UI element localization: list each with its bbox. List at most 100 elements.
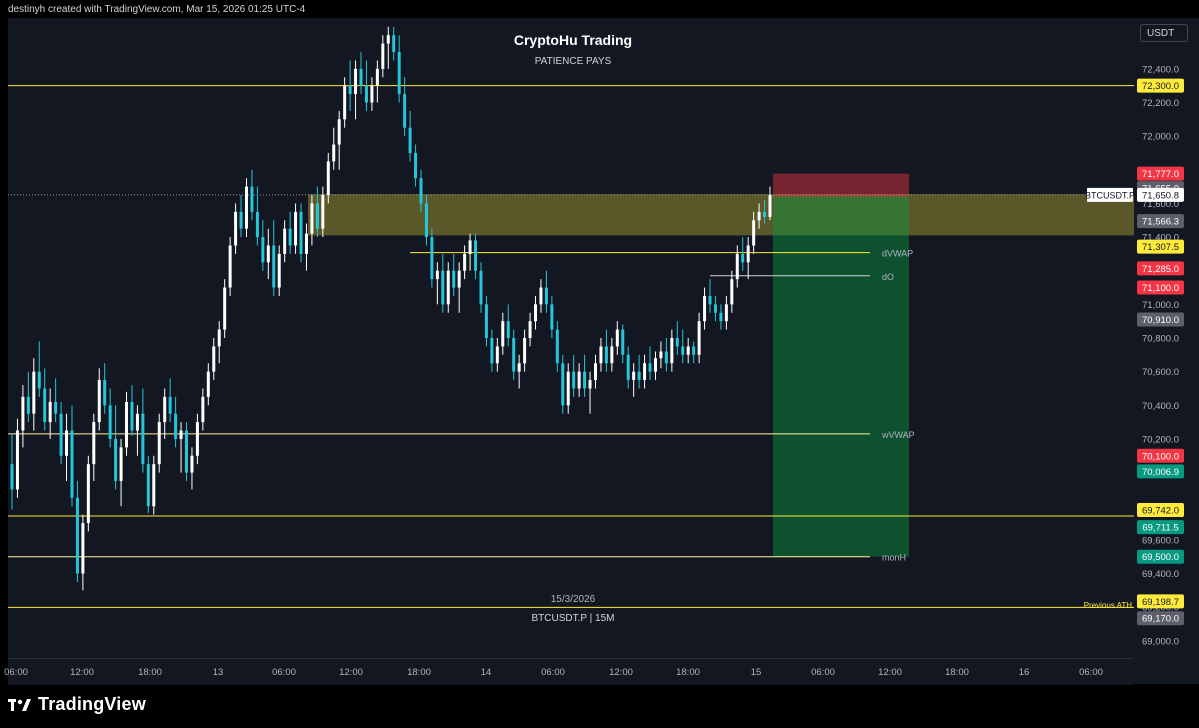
- candle: [397, 35, 401, 103]
- candle: [381, 35, 385, 78]
- candle: [21, 385, 25, 448]
- candle: [664, 338, 668, 372]
- candle: [577, 363, 581, 397]
- candle: [593, 354, 597, 389]
- price-label: 72,300.0: [1142, 81, 1179, 92]
- candle: [572, 354, 576, 397]
- candle: [675, 321, 679, 355]
- y-tick-label: 71,000.0: [1142, 300, 1179, 311]
- price-label: 69,742.0: [1142, 505, 1179, 516]
- candle: [501, 312, 505, 355]
- candle: [566, 363, 570, 414]
- watermark-symbol: BTCUSDT.P | 15M: [531, 613, 615, 624]
- candle: [130, 385, 134, 436]
- candle: [626, 346, 630, 389]
- candle: [648, 346, 652, 381]
- candle: [757, 203, 761, 229]
- price-label-box: [1137, 78, 1184, 93]
- candle: [168, 378, 172, 423]
- candle: [643, 354, 647, 389]
- candle: [692, 341, 696, 364]
- price-label-box: [1137, 261, 1184, 276]
- price-label-box: [1137, 280, 1184, 295]
- price-label-box: [1137, 239, 1184, 254]
- candle: [446, 262, 450, 313]
- candle: [370, 77, 374, 111]
- candle: [288, 211, 292, 254]
- currency-button[interactable]: USDT: [1140, 24, 1188, 42]
- price-label: 71,100.0: [1142, 283, 1179, 294]
- candle: [768, 186, 772, 221]
- candle: [763, 200, 767, 224]
- x-tick-label: 12:00: [609, 667, 633, 678]
- candle: [244, 178, 248, 238]
- candle: [359, 52, 363, 95]
- candle: [659, 341, 663, 369]
- price-label-box: [1137, 549, 1184, 564]
- candle: [419, 169, 423, 212]
- price-label: 69,711.5: [1142, 523, 1178, 534]
- candle: [424, 195, 428, 246]
- candle: [43, 368, 47, 431]
- candle: [157, 413, 161, 473]
- candle: [708, 279, 712, 313]
- candle: [310, 195, 314, 246]
- candle: [217, 321, 221, 364]
- candle: [354, 60, 358, 120]
- candle: [523, 329, 527, 372]
- price-label: 71,307.5: [1142, 242, 1179, 253]
- y-tick-label: 72,400.0: [1142, 64, 1179, 75]
- candle: [403, 77, 407, 137]
- y-tick-label: 72,000.0: [1142, 132, 1179, 143]
- candle: [266, 228, 270, 280]
- candle: [86, 455, 90, 532]
- previous-ath-label: Previous ATH: [1083, 601, 1132, 610]
- candle: [92, 413, 96, 482]
- y-tick-label: 71,400.0: [1142, 233, 1179, 244]
- x-tick-label: 12:00: [878, 667, 902, 678]
- candle: [75, 481, 79, 582]
- candle: [495, 338, 499, 372]
- candle: [294, 203, 298, 254]
- candle: [255, 186, 259, 246]
- candle: [48, 388, 52, 439]
- candle: [163, 388, 167, 439]
- candle: [588, 371, 592, 414]
- candle: [703, 287, 707, 330]
- candle: [37, 341, 41, 397]
- candle: [681, 329, 685, 364]
- price-label: 70,100.0: [1142, 451, 1179, 462]
- candle: [599, 338, 603, 372]
- candle: [452, 253, 456, 296]
- candle: [539, 279, 543, 313]
- candle: [435, 262, 439, 305]
- x-tick-label: 18:00: [407, 667, 431, 678]
- candle: [228, 237, 232, 296]
- price-label: 71,566.3: [1142, 217, 1179, 228]
- candle: [555, 321, 559, 372]
- price-label-box: [1137, 214, 1184, 229]
- candle: [277, 245, 281, 296]
- candle: [250, 169, 254, 221]
- candle: [337, 110, 341, 170]
- candle: [686, 338, 690, 364]
- tradingview-logo-icon: [8, 698, 31, 711]
- candle: [299, 203, 303, 263]
- y-tick-label: 70,200.0: [1142, 434, 1179, 445]
- x-tick-label: 06:00: [541, 667, 565, 678]
- y-tick-label: 69,600.0: [1142, 535, 1179, 546]
- plot-area[interactable]: [8, 18, 1134, 658]
- candle: [637, 354, 641, 389]
- axis-corner: [1134, 658, 1199, 684]
- candle: [114, 405, 118, 490]
- brand: TradingView: [8, 694, 146, 715]
- candle: [463, 245, 467, 280]
- price-label: 71,285.0: [1142, 264, 1179, 275]
- x-tick-label: 12:00: [339, 667, 363, 678]
- candle: [741, 237, 745, 271]
- candle: [735, 245, 739, 288]
- candle: [10, 433, 14, 510]
- level-label: dO: [882, 272, 894, 282]
- time-axis[interactable]: [8, 658, 1134, 685]
- candle: [534, 295, 538, 330]
